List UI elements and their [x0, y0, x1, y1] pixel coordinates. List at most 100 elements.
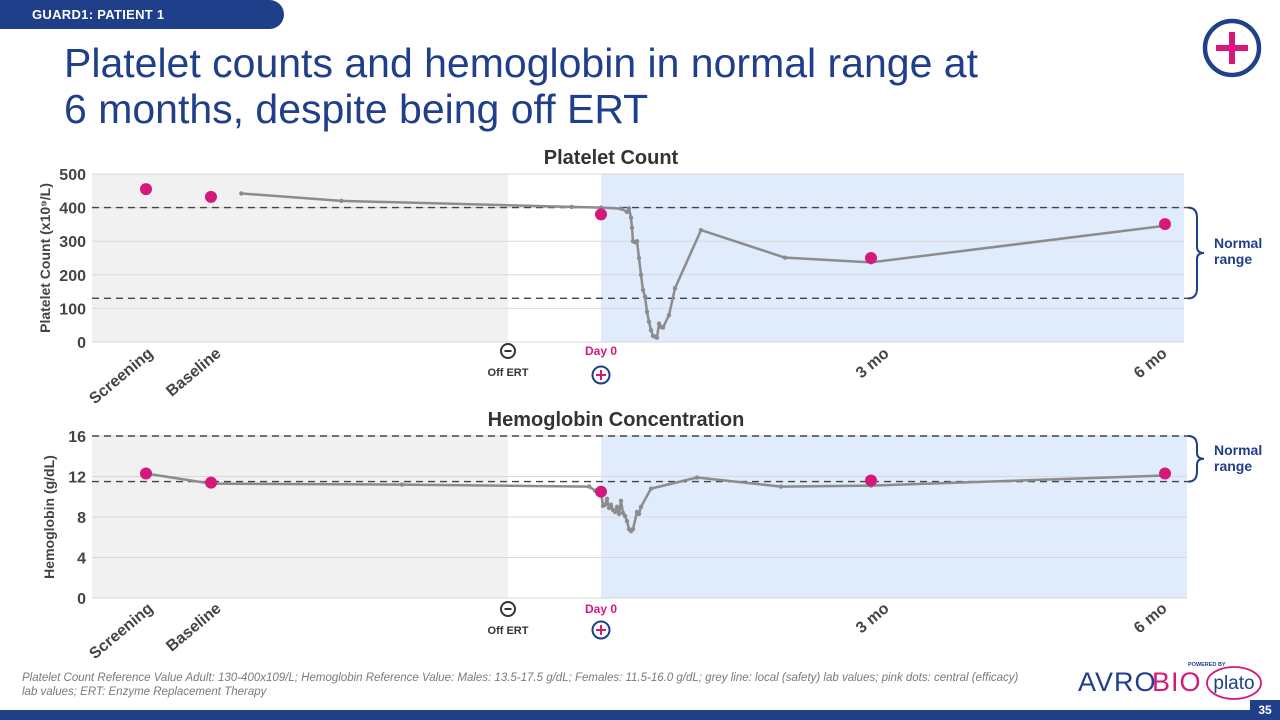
- central-lab-dot: [1159, 218, 1171, 231]
- y-tick-label: 4: [77, 551, 86, 568]
- section-tag: GUARD1: PATIENT 1: [0, 0, 284, 29]
- normal-range-label: Normal: [1214, 235, 1262, 251]
- local-lab-point: [672, 286, 678, 291]
- local-lab-point: [778, 484, 784, 489]
- plato-text: plato: [1213, 673, 1254, 694]
- central-lab-dot: [140, 183, 152, 196]
- x-label-6-months: 6 mo: [1131, 345, 1171, 382]
- local-lab-point: [636, 511, 642, 517]
- local-lab-point: [644, 309, 650, 314]
- minus-circle-icon: [500, 343, 516, 359]
- local-lab-point: [628, 215, 634, 220]
- y-tick-label: 0: [77, 591, 86, 608]
- local-lab-point: [638, 272, 644, 277]
- chart-1: 0 100 200 300 400 500 Platelet Count (x10⁹/L) P…: [37, 147, 1262, 408]
- central-lab-dot: [205, 190, 217, 203]
- local-lab-point: [782, 255, 788, 260]
- day0-label: Day 0: [585, 344, 617, 358]
- local-lab-point: [339, 198, 344, 204]
- local-lab-point: [612, 509, 618, 515]
- local-lab-point: [604, 496, 610, 501]
- local-lab-point: [636, 255, 642, 261]
- x-label-6-months: 6 mo: [1131, 600, 1171, 637]
- plus-circle-logo-icon: [1202, 18, 1262, 78]
- local-lab-point: [624, 209, 630, 215]
- y-tick-label: 16: [68, 429, 86, 446]
- avrobio-plato-logo: AVRO BIO POWERED BY plato: [1078, 662, 1262, 700]
- page-number: 35: [1250, 700, 1280, 720]
- normal-range-brace: [1187, 206, 1205, 300]
- x-label-baseline: Baseline: [163, 345, 224, 400]
- charts-area: 0 100 200 300 400 500 Platelet Count (x10⁹/L) P…: [37, 147, 1262, 663]
- chart-2: 0 4 8 12 16 Hemoglobin (g/dL) Hemoglobin Conce…: [41, 409, 1262, 663]
- normal-range-label: Normal: [1214, 442, 1262, 458]
- local-lab-point: [624, 518, 630, 524]
- local-lab-point: [626, 206, 632, 211]
- local-lab-point: [642, 294, 648, 299]
- local-lab-point: [656, 321, 662, 326]
- local-lab-point: [648, 328, 654, 333]
- y-tick-label: 300: [59, 234, 86, 251]
- footnote: Platelet Count Reference Value Adult: 13…: [22, 672, 1019, 698]
- plus-circle-icon: [591, 365, 611, 385]
- y-tick-label: 100: [59, 301, 86, 318]
- local-lab-point: [666, 312, 672, 318]
- normal-range-label: range: [1214, 251, 1252, 267]
- local-lab-point: [629, 225, 635, 230]
- plato-badge-outline: [1206, 666, 1262, 700]
- local-lab-point: [648, 486, 654, 491]
- local-lab-point: [638, 504, 644, 510]
- y-tick-label: 500: [59, 167, 86, 184]
- local-lab-point: [640, 287, 646, 293]
- x-label-screening: Screening: [86, 600, 156, 663]
- local-lab-point: [587, 484, 592, 489]
- y-tick-label: 8: [77, 510, 86, 527]
- normal-range-brace: [1187, 435, 1205, 483]
- local-lab-point: [694, 475, 700, 480]
- local-lab-point: [616, 511, 622, 517]
- x-label-baseline: Baseline: [163, 600, 224, 655]
- local-lab-point: [608, 502, 614, 508]
- powered-by-text: POWERED BY: [1188, 662, 1226, 668]
- y-tick-label: 400: [59, 201, 86, 218]
- off-ert-label: Off ERT: [488, 625, 529, 637]
- title-line-2: 6 months, despite being off ERT: [64, 86, 649, 132]
- local-lab-point: [660, 325, 666, 330]
- local-lab-point: [654, 335, 660, 340]
- y-axis-label: Hemoglobin (g/dL): [41, 455, 57, 579]
- local-lab-point: [614, 504, 620, 510]
- central-lab-dot: [595, 208, 607, 221]
- page-title: Platelet counts and hemoglobin in normal…: [64, 40, 1064, 132]
- x-label-3-months: 3 mo: [853, 345, 893, 382]
- central-lab-dot: [140, 467, 152, 480]
- minus-circle-icon: [500, 601, 516, 617]
- local-lab-point: [602, 502, 608, 508]
- local-lab-point: [569, 204, 574, 210]
- local-lab-point: [698, 227, 704, 233]
- local-lab-point: [399, 482, 405, 487]
- x-label-3-months: 3 mo: [853, 600, 893, 637]
- local-lab-point: [239, 191, 244, 196]
- local-lab-point: [618, 206, 624, 211]
- title-line-1: Platelet counts and hemoglobin in normal…: [64, 40, 978, 86]
- brand-name-part2: BIO: [1152, 667, 1202, 697]
- y-axis-label: Platelet Count (x10⁹/L): [37, 183, 53, 333]
- plus-circle-icon: [591, 620, 611, 640]
- local-lab-point: [646, 319, 652, 325]
- central-lab-dot: [205, 476, 217, 489]
- local-lab-point: [634, 239, 640, 244]
- off-ert-label: Off ERT: [488, 367, 529, 379]
- day0-label: Day 0: [585, 602, 617, 616]
- footer-bar: [0, 710, 1280, 720]
- local-lab-point: [618, 498, 624, 503]
- post-treatment-background: [601, 174, 1184, 342]
- x-label-screening: Screening: [86, 345, 156, 408]
- central-lab-dot: [1159, 467, 1171, 480]
- pre-treatment-background: [92, 174, 508, 342]
- y-tick-label: 200: [59, 268, 86, 285]
- central-lab-dot: [595, 485, 607, 498]
- local-lab-point: [630, 526, 636, 532]
- chart-title: Platelet Count: [544, 147, 679, 169]
- y-tick-label: 12: [68, 470, 86, 487]
- brand-name-part1: AVRO: [1078, 667, 1157, 697]
